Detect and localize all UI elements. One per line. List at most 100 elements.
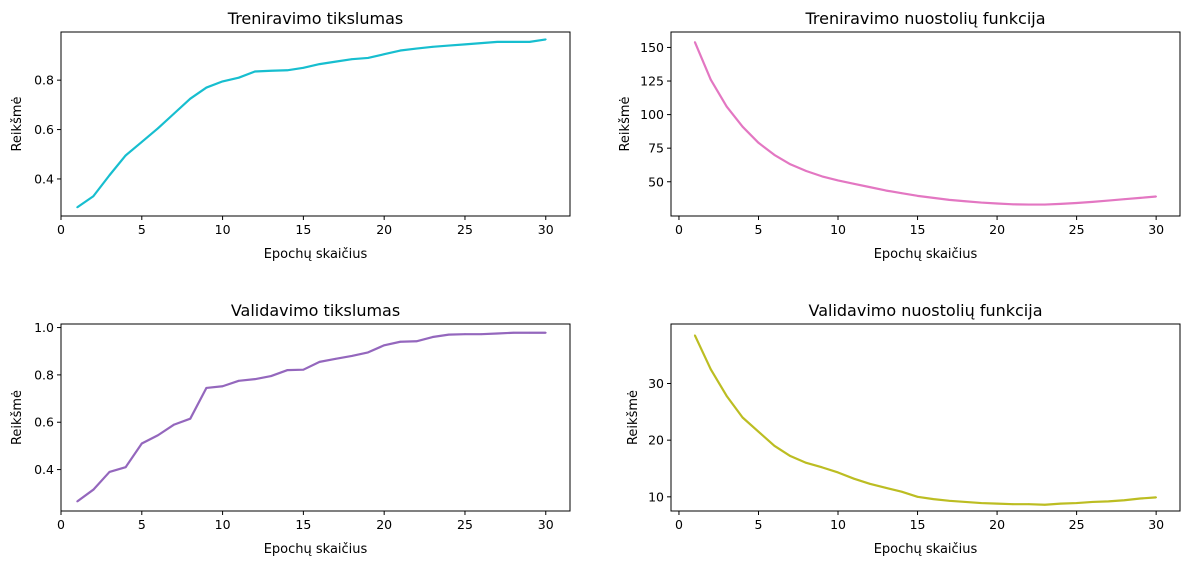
data-point (205, 86, 208, 89)
data-point (916, 194, 919, 197)
data-point (916, 495, 919, 498)
data-point (741, 125, 744, 128)
x-axis-label: Epochų skaičius (264, 247, 368, 262)
data-point (853, 182, 855, 185)
data-point (124, 154, 127, 157)
data-point (237, 76, 240, 79)
data-point (693, 41, 696, 43)
x-tick-label: 25 (1069, 222, 1085, 237)
data-point (932, 196, 935, 199)
data-point (821, 175, 824, 178)
data-point (189, 97, 192, 100)
y-tick-label: 75 (648, 141, 664, 156)
data-point (270, 69, 272, 72)
chart-panel-1: Treniravimo tikslumas 0 5 10 15 20 25 30 0.4 0.6 0… (10, 9, 571, 262)
x-tick-label: 30 (538, 222, 554, 237)
data-point (1059, 203, 1062, 205)
x-axis-label: Epochų skaičius (264, 542, 368, 557)
y-axis-label: Reikšmė (10, 390, 25, 445)
series-line-1 (693, 41, 1157, 206)
y-tick-label: 0.6 (34, 122, 54, 137)
x-tick-label: 0 (675, 222, 683, 237)
data-point (431, 45, 434, 48)
data-point (1139, 196, 1142, 199)
y-tick-label: 100 (640, 107, 664, 122)
data-point (496, 40, 499, 43)
data-point (1043, 203, 1046, 206)
data-point (157, 127, 159, 130)
data-point (108, 174, 111, 177)
data-point (900, 490, 903, 493)
data-point (1139, 497, 1142, 500)
data-point (1155, 195, 1158, 198)
data-point (884, 189, 887, 192)
data-point (415, 340, 418, 343)
data-point (302, 368, 305, 371)
y-tick-label: 50 (648, 174, 664, 189)
chart-title: Treniravimo nuostolių funkcija (804, 9, 1045, 28)
y-axis-label: Reikšmė (10, 96, 25, 151)
data-point (884, 486, 887, 489)
data-point (173, 423, 176, 426)
data-point (757, 141, 760, 144)
x-tick-label: 25 (457, 517, 473, 532)
data-point (334, 357, 337, 360)
data-point (480, 333, 483, 336)
data-point (900, 192, 903, 195)
data-point (92, 488, 95, 491)
data-point (92, 195, 95, 198)
data-point (383, 53, 386, 56)
data-point (205, 387, 208, 389)
x-axis-label: Epochų skaičius (874, 247, 978, 262)
data-point (996, 202, 998, 205)
data-point (237, 379, 240, 382)
chart-title: Validavimo tikslumas (231, 301, 400, 320)
x-tick-label: 30 (1148, 222, 1164, 237)
data-point (350, 58, 353, 61)
x-tick-label: 20 (376, 517, 392, 532)
x-tick-label: 5 (755, 517, 763, 532)
x-tick-label: 10 (830, 222, 846, 237)
x-tick-label: 10 (215, 222, 231, 237)
data-point (789, 163, 792, 166)
y-tick-label: 0.4 (34, 462, 54, 477)
data-point (1155, 496, 1158, 499)
data-point (868, 482, 871, 485)
y-tick-label: 150 (640, 40, 664, 55)
data-point (496, 332, 499, 335)
x-tick-label: 5 (138, 517, 146, 532)
x-tick-label: 15 (295, 222, 311, 237)
data-point (725, 395, 728, 397)
data-point (528, 40, 531, 43)
data-point (805, 461, 808, 464)
data-point (286, 69, 289, 72)
y-tick-label: 20 (648, 433, 664, 448)
y-tick-label: 0.8 (34, 367, 54, 382)
data-point (964, 200, 967, 203)
data-point (1059, 502, 1062, 505)
data-point (318, 360, 321, 363)
data-point (932, 498, 935, 500)
x-tick-label: 10 (215, 517, 231, 532)
x-tick-label: 0 (675, 517, 683, 532)
data-point (964, 501, 967, 503)
data-point (447, 44, 450, 47)
x-tick-label: 15 (910, 517, 926, 532)
data-point (286, 369, 289, 372)
data-point (948, 499, 951, 502)
data-point (367, 57, 369, 59)
axes-frame (60, 31, 571, 217)
data-point (302, 66, 305, 69)
data-point (399, 340, 402, 343)
data-point (464, 333, 466, 336)
data-point (334, 60, 337, 63)
series-line-1 (76, 38, 546, 209)
data-point (837, 179, 839, 182)
data-point (693, 334, 696, 337)
data-point (1107, 199, 1110, 202)
data-point (821, 466, 824, 469)
data-point (1107, 500, 1110, 503)
data-point (1075, 202, 1078, 204)
data-point (709, 368, 712, 371)
